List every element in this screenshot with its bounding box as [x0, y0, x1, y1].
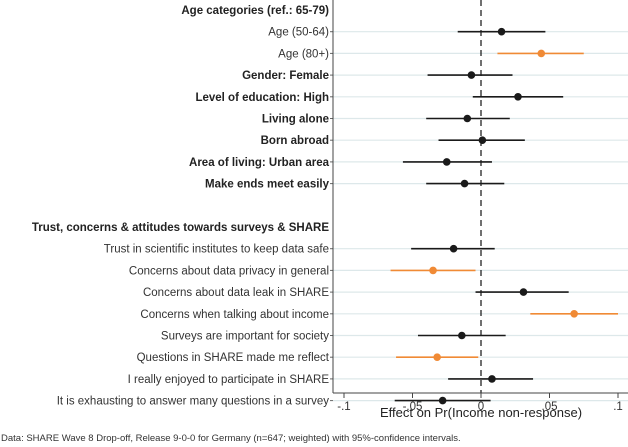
row-label: Level of education: High — [195, 92, 329, 104]
point-estimate — [449, 244, 458, 253]
row-label: Area of living: Urban area — [189, 157, 330, 169]
grid-lines — [330, 31, 628, 402]
data-source-note: Data: SHARE Wave 8 Drop-off, Release 9-0… — [1, 433, 461, 444]
point-estimate — [458, 331, 466, 340]
row-label: Concerns when talking about income — [140, 309, 329, 321]
row-label: Make ends meet easily — [205, 179, 330, 191]
point-estimate — [537, 49, 546, 58]
row-label: Trust, concerns & attitudes towards surv… — [32, 222, 329, 234]
row-label: Age (80+) — [278, 48, 329, 60]
point-estimate — [460, 179, 469, 188]
point-estimate — [463, 114, 472, 123]
x-tick-label: -.05 — [403, 401, 423, 413]
row-label: Living alone — [262, 114, 329, 126]
point-estimate — [433, 353, 441, 362]
point-estimate — [519, 288, 528, 296]
x-axis-label: Effect on Pr(Income non-response) — [380, 405, 582, 420]
row-label: Concerns about data privacy in general — [129, 265, 329, 277]
point-estimate — [478, 136, 487, 144]
row-label: Concerns about data leak in SHARE — [143, 287, 329, 299]
row-label: Trust in scientific institutes to keep d… — [104, 244, 329, 256]
x-ticks: -.1 -.05 0 .05 .1 — [337, 393, 623, 413]
row-label: Surveys are important for society — [161, 331, 329, 343]
x-tick-label: .1 — [613, 401, 623, 413]
row-label: Age (50-64) — [268, 27, 329, 39]
point-estimate — [488, 375, 496, 383]
row-label: I really enjoyed to participate in SHARE — [128, 374, 330, 386]
row-label: It is exhausting to answer many question… — [57, 396, 330, 408]
point-estimate — [442, 158, 451, 166]
point-estimate — [514, 93, 522, 101]
row-label: Questions in SHARE made me reflect — [137, 352, 330, 364]
point-estimate — [467, 71, 476, 79]
estimates — [390, 27, 618, 405]
x-tick-label: -.1 — [337, 401, 350, 413]
x-tick-label: 0 — [478, 401, 484, 413]
x-tick-label: .05 — [542, 401, 558, 413]
row-labels: Age categories (ref.: 65-79) Age (50-64) A… — [32, 5, 330, 408]
row-label: Age categories (ref.: 65-79) — [181, 5, 329, 17]
point-estimate — [438, 396, 447, 405]
row-label: Born abroad — [261, 135, 329, 147]
point-estimate — [429, 266, 437, 275]
point-estimate — [497, 27, 506, 36]
point-estimate — [570, 310, 578, 318]
row-label: Gender: Female — [242, 70, 329, 82]
